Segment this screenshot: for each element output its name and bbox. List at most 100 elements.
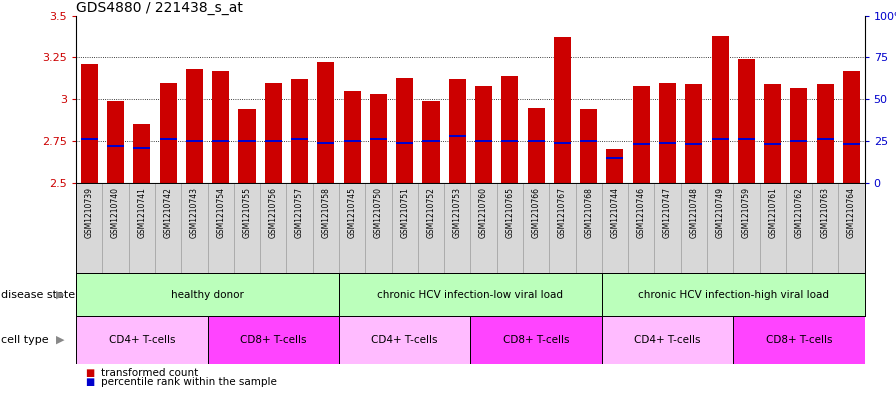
Bar (291, 79, 308, 183)
Bar (681, 183, 707, 273)
Text: transformed count: transformed count (101, 368, 199, 378)
Bar (760, 183, 786, 273)
Bar (764, 84, 781, 183)
Text: CD4+ T-cells: CD4+ T-cells (108, 335, 175, 345)
Bar (287, 183, 313, 273)
Bar (339, 316, 470, 364)
Text: GSM1210745: GSM1210745 (348, 187, 357, 238)
Text: GSM1210758: GSM1210758 (322, 187, 331, 238)
Bar (449, 135, 466, 137)
Bar (839, 183, 865, 273)
Text: GSM1210743: GSM1210743 (190, 187, 199, 238)
Text: GSM1210762: GSM1210762 (795, 187, 804, 238)
Text: CD4+ T-cells: CD4+ T-cells (634, 335, 701, 345)
Bar (343, 91, 361, 183)
Bar (185, 140, 203, 142)
Bar (628, 183, 654, 273)
Bar (208, 183, 234, 273)
Bar (607, 156, 624, 159)
Text: ■: ■ (85, 377, 94, 387)
Bar (764, 143, 781, 145)
Text: GSM1210759: GSM1210759 (742, 187, 751, 238)
Text: ▶: ▶ (56, 290, 65, 300)
Text: GSM1210749: GSM1210749 (716, 187, 725, 238)
Text: GSM1210754: GSM1210754 (216, 187, 225, 238)
Text: healthy donor: healthy donor (171, 290, 244, 300)
Bar (475, 86, 492, 183)
Bar (580, 109, 598, 183)
Text: ▶: ▶ (56, 335, 65, 345)
Bar (711, 36, 728, 183)
Bar (816, 138, 834, 140)
Text: GSM1210763: GSM1210763 (821, 187, 830, 238)
Bar (107, 145, 125, 147)
Text: GSM1210757: GSM1210757 (295, 187, 304, 238)
Text: percentile rank within the sample: percentile rank within the sample (101, 377, 277, 387)
Text: GSM1210761: GSM1210761 (768, 187, 777, 238)
Text: GSM1210753: GSM1210753 (452, 187, 461, 238)
Bar (238, 140, 255, 142)
Bar (76, 183, 102, 273)
Bar (470, 316, 602, 364)
Bar (549, 183, 575, 273)
Bar (733, 316, 865, 364)
Text: CD4+ T-cells: CD4+ T-cells (372, 335, 438, 345)
Bar (812, 183, 839, 273)
Text: GSM1210760: GSM1210760 (479, 187, 488, 238)
Bar (81, 138, 98, 140)
Text: CD8+ T-cells: CD8+ T-cells (240, 335, 306, 345)
Bar (260, 183, 287, 273)
Bar (208, 316, 339, 364)
Bar (843, 143, 860, 145)
Bar (501, 140, 519, 142)
Bar (212, 140, 229, 142)
Bar (366, 183, 392, 273)
Text: cell type: cell type (1, 335, 48, 345)
Bar (737, 59, 755, 183)
Bar (264, 140, 282, 142)
Bar (134, 124, 151, 183)
Bar (102, 183, 129, 273)
Bar (317, 62, 334, 183)
Bar (81, 64, 98, 183)
Bar (422, 140, 440, 142)
Text: disease state: disease state (1, 290, 75, 300)
Text: GSM1210756: GSM1210756 (269, 187, 278, 238)
Text: GSM1210768: GSM1210768 (584, 187, 593, 238)
Text: GSM1210741: GSM1210741 (137, 187, 146, 238)
Text: GSM1210766: GSM1210766 (531, 187, 540, 238)
Text: ■: ■ (85, 368, 94, 378)
Bar (470, 183, 496, 273)
Bar (155, 183, 181, 273)
Text: GSM1210747: GSM1210747 (663, 187, 672, 238)
Bar (737, 138, 755, 140)
Text: GSM1210764: GSM1210764 (847, 187, 856, 238)
Bar (418, 183, 444, 273)
Bar (786, 183, 812, 273)
Bar (633, 143, 650, 145)
Text: GSM1210742: GSM1210742 (164, 187, 173, 238)
Text: GSM1210765: GSM1210765 (505, 187, 514, 238)
Bar (659, 83, 676, 183)
Bar (523, 183, 549, 273)
Bar (654, 183, 681, 273)
Bar (185, 69, 203, 183)
Bar (633, 86, 650, 183)
Bar (396, 77, 413, 183)
Bar (107, 101, 125, 183)
Bar (181, 183, 208, 273)
Text: chronic HCV infection-low viral load: chronic HCV infection-low viral load (377, 290, 564, 300)
Bar (392, 183, 418, 273)
Bar (370, 138, 387, 140)
Bar (602, 273, 865, 316)
Bar (790, 88, 807, 183)
Bar (370, 94, 387, 183)
Bar (76, 316, 208, 364)
Bar (317, 141, 334, 144)
Bar (264, 83, 282, 183)
Bar (129, 183, 155, 273)
Bar (659, 141, 676, 144)
Bar (602, 316, 733, 364)
Bar (444, 183, 470, 273)
Bar (790, 140, 807, 142)
